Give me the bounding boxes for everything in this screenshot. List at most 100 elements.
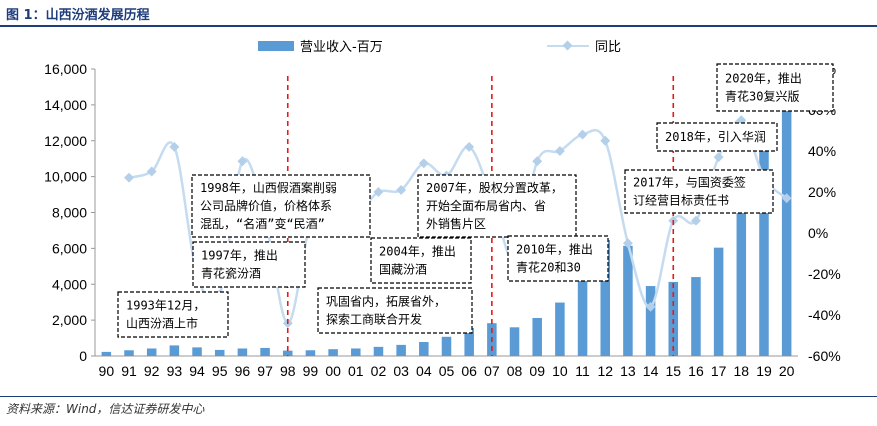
revenue-bar bbox=[736, 187, 747, 356]
revenue-bar bbox=[214, 349, 225, 356]
annotation-text: 开始全面布局省内、省 bbox=[426, 198, 546, 213]
annotation-text: 2010年，推出 bbox=[516, 243, 593, 257]
yoy-point bbox=[146, 166, 157, 177]
x-tick-label: 96 bbox=[235, 363, 251, 379]
y-left-tick-label: 4,000 bbox=[52, 276, 87, 292]
x-tick-label: 95 bbox=[212, 363, 228, 379]
annotation-box bbox=[370, 237, 472, 284]
yoy-point bbox=[532, 156, 543, 167]
annotation-text: 山西汾酒上市 bbox=[126, 316, 198, 331]
y-left-tick-label: 10,000 bbox=[44, 169, 87, 185]
revenue-bar bbox=[645, 286, 656, 356]
yoy-point bbox=[396, 185, 407, 195]
x-tick-label: 11 bbox=[575, 363, 590, 379]
x-tick-label: 99 bbox=[303, 363, 319, 379]
x-tick-label: 10 bbox=[552, 363, 568, 379]
annotation-text: 订经营目标责任书 bbox=[633, 194, 729, 208]
annotation-text: 2018年，引入华润 bbox=[665, 130, 766, 144]
x-tick-label: 14 bbox=[643, 363, 659, 379]
yoy-point bbox=[600, 135, 611, 146]
x-tick-label: 18 bbox=[734, 363, 750, 379]
x-tick-label: 17 bbox=[711, 363, 727, 379]
revenue-bar bbox=[192, 347, 202, 356]
annotation-box bbox=[624, 169, 774, 214]
revenue-bar bbox=[282, 350, 293, 356]
x-tick-label: 90 bbox=[99, 363, 115, 379]
annotation-18-8: 2018年，引入华润 bbox=[656, 122, 778, 152]
x-tick-label: 07 bbox=[484, 363, 500, 379]
yoy-point bbox=[691, 215, 701, 226]
yoy-point bbox=[577, 129, 588, 140]
revenue-bar bbox=[305, 350, 316, 356]
yoy-point bbox=[713, 152, 724, 163]
bottom-rule bbox=[0, 396, 877, 397]
annotation-text: 1997年，推出 bbox=[201, 249, 278, 263]
revenue-bar bbox=[691, 277, 701, 356]
y-left-tick-label: 14,000 bbox=[44, 97, 87, 113]
annotation-box bbox=[117, 291, 229, 338]
annotation-04-3: 巩固省内，拓展省外， 探索工商联合开发 bbox=[317, 287, 473, 334]
revenue-bar bbox=[328, 349, 338, 356]
x-tick-label: 01 bbox=[348, 363, 364, 379]
x-tick-label: 04 bbox=[416, 363, 432, 379]
y-right-tick-label: -60% bbox=[808, 348, 841, 364]
revenue-bar bbox=[351, 348, 361, 356]
revenue-bar bbox=[555, 302, 565, 356]
annotation-text: 探索工商联合开发 bbox=[326, 312, 422, 327]
annotation-text: 2017年，与国资委签 bbox=[633, 175, 746, 190]
revenue-bar bbox=[396, 344, 406, 356]
y-right-tick-label: 40% bbox=[808, 143, 836, 159]
annotation-text: 混乱，“名酒”变“民酒” bbox=[200, 216, 325, 231]
bar-series bbox=[101, 105, 792, 356]
annotation-box bbox=[507, 235, 609, 282]
annotation-93-0: 1993年12月， 山西汾酒上市 bbox=[117, 291, 229, 338]
revenue-bar bbox=[759, 142, 769, 356]
x-tick-label: 19 bbox=[756, 363, 772, 379]
revenue-bar bbox=[260, 347, 270, 356]
yoy-point bbox=[554, 146, 565, 156]
y-left-tick-label: 2,000 bbox=[52, 312, 87, 328]
x-tick-label: 02 bbox=[371, 363, 387, 379]
x-tick-label: 94 bbox=[189, 363, 205, 379]
revenue-bar bbox=[441, 336, 452, 356]
y-left-tick-label: 12,000 bbox=[44, 133, 87, 149]
yoy-point bbox=[418, 158, 429, 169]
annotation-text: 2020年，推出 bbox=[725, 72, 802, 86]
x-tick-label: 97 bbox=[257, 363, 273, 379]
revenue-bar bbox=[623, 245, 633, 356]
y-right-tick-label: 0% bbox=[808, 225, 828, 241]
x-tick-label: 00 bbox=[325, 363, 341, 379]
annotation-text: 1993年12月， bbox=[126, 299, 205, 313]
revenue-bar bbox=[577, 276, 588, 356]
x-tick-label: 08 bbox=[507, 363, 523, 379]
legend-bar-swatch bbox=[258, 41, 294, 51]
revenue-bar bbox=[464, 328, 474, 356]
revenue-bar bbox=[124, 350, 134, 356]
x-tick-label: 15 bbox=[665, 363, 681, 379]
y-right-tick-label: 20% bbox=[808, 184, 836, 200]
annotation-text: 巩固省内，拓展省外， bbox=[326, 295, 446, 309]
legend-bar-label: 营业收入-百万 bbox=[300, 40, 383, 55]
title-rule bbox=[0, 25, 877, 27]
annotation-text: 2004年，推出 bbox=[379, 245, 456, 259]
revenue-bar bbox=[169, 345, 180, 356]
annotation-box bbox=[417, 174, 577, 238]
figure-title: 图 1：山西汾酒发展历程 bbox=[6, 8, 150, 23]
y-left-tick-label: 6,000 bbox=[52, 240, 87, 256]
x-tick-label: 09 bbox=[529, 363, 545, 379]
x-tick-label: 93 bbox=[167, 363, 183, 379]
revenue-bar bbox=[373, 346, 384, 356]
yoy-point bbox=[645, 301, 656, 312]
x-tick-label: 12 bbox=[597, 363, 613, 379]
yoy-point bbox=[622, 238, 633, 249]
x-tick-label: 91 bbox=[121, 363, 137, 379]
annotation-text: 青花20和30 bbox=[516, 260, 581, 275]
revenue-bar bbox=[237, 348, 248, 356]
x-tick-label: 20 bbox=[779, 363, 795, 379]
revenue-bar bbox=[101, 351, 112, 356]
annotation-text: 青花30复兴版 bbox=[725, 89, 799, 104]
